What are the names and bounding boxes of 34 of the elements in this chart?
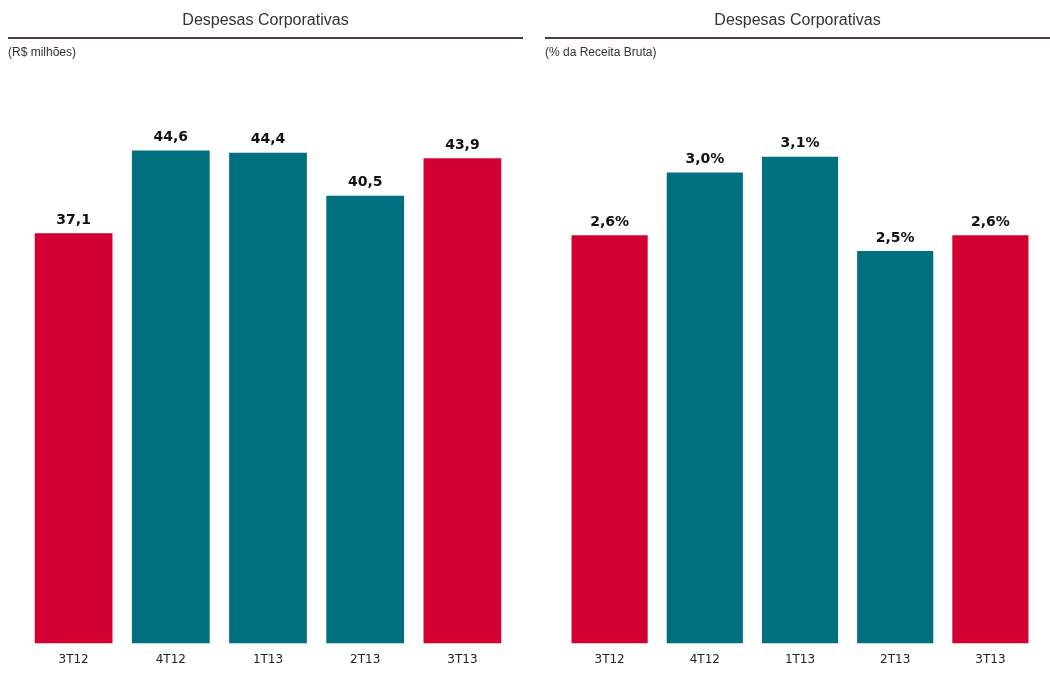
- x-tick-label: 3T12: [594, 651, 625, 666]
- bar: [131, 150, 210, 644]
- chart-title: Despesas Corporativas: [713, 11, 882, 29]
- data-label: 43,9: [445, 135, 480, 152]
- data-label: 2,6%: [590, 212, 630, 229]
- x-tick-label: 2T13: [880, 651, 911, 666]
- x-tick-label: 3T12: [58, 651, 89, 666]
- chart-subtitle: (R$ milhões): [8, 45, 77, 59]
- data-label: 2,6%: [970, 212, 1010, 229]
- data-label: 3,0%: [685, 150, 725, 167]
- x-tick-label: 3T13: [447, 651, 478, 666]
- data-label: 44,4: [250, 130, 286, 147]
- bar: [34, 233, 113, 644]
- bar: [423, 158, 502, 644]
- chart-subtitle: (% da Receita Bruta): [545, 45, 657, 59]
- data-label: 40,5: [347, 173, 383, 190]
- x-tick-label: 3T13: [975, 651, 1006, 666]
- chart-title: Despesas Corporativas: [181, 11, 350, 29]
- bar: [326, 195, 405, 644]
- data-label: 44,6: [153, 128, 189, 145]
- x-tick-label: 4T12: [689, 651, 720, 666]
- bar: [952, 235, 1029, 644]
- bar: [761, 156, 839, 644]
- bar: [666, 172, 743, 644]
- x-tick-label: 1T13: [252, 651, 284, 666]
- data-label: 3,1%: [780, 134, 820, 151]
- bar: [571, 235, 648, 644]
- data-label: 2,5%: [875, 228, 915, 245]
- x-tick-label: 1T13: [784, 651, 816, 666]
- data-label: 37,1: [56, 211, 91, 227]
- bar: [857, 251, 934, 644]
- x-tick-label: 2T13: [350, 651, 381, 666]
- bar: [229, 152, 307, 644]
- x-tick-label: 4T12: [155, 651, 186, 666]
